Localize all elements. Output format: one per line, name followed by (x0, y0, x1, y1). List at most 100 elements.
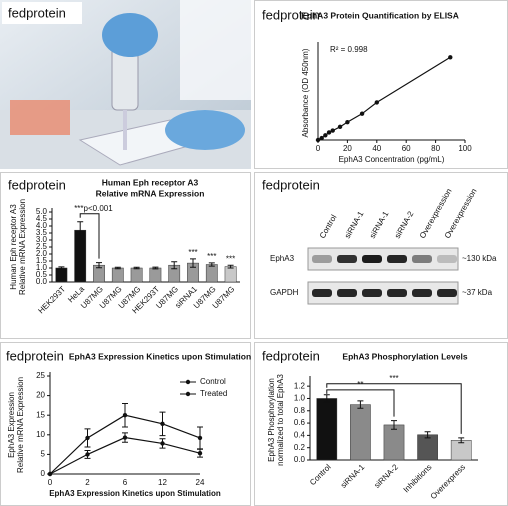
legend-marker (185, 379, 191, 385)
y-tick-label: 15 (36, 410, 45, 419)
marker (315, 137, 321, 143)
error-bar (458, 437, 465, 444)
y-tick-label: 2.0 (36, 249, 48, 258)
y-tick-label: 3.0 (36, 235, 48, 244)
error-bar (77, 221, 84, 240)
y-tick-label: 5.0 (36, 207, 48, 216)
y-tick-label: 3.5 (36, 228, 48, 237)
error-bar (96, 262, 102, 269)
y-tick-label: 0.0 (294, 455, 306, 464)
brand: fedprotein (262, 7, 320, 22)
marker (330, 128, 335, 133)
row-label: GAPDH (270, 288, 299, 297)
band (437, 255, 457, 263)
y-tick-label: 0.0 (36, 277, 48, 286)
error-bar (357, 400, 364, 409)
x-tick-label: 24 (196, 478, 205, 487)
y-tick-label: 1.0 (294, 394, 306, 403)
x-axis-label: EphA3 Concentration (pg/mL) (339, 155, 445, 164)
chart-title: EphA3 Protein Quantification by ELISA (301, 10, 459, 20)
chart-title: Relative mRNA Expression (96, 188, 205, 198)
y-axis-label: normalized to total EphA3 (276, 374, 285, 466)
error-bar (197, 426, 203, 450)
row-label: EphA3 (270, 254, 295, 263)
bar (383, 424, 405, 461)
error-bar (152, 266, 159, 270)
band (387, 255, 407, 263)
error-bar (171, 261, 178, 270)
error-bar (133, 266, 140, 270)
x-tick-label: 20 (343, 144, 352, 153)
error-bar (424, 431, 431, 439)
glove (102, 13, 158, 57)
annotation: *** (188, 248, 197, 257)
brand: fedprotein (262, 348, 320, 363)
marker (319, 135, 324, 141)
y-tick-label: 4.0 (36, 221, 48, 230)
x-tick-label: 12 (158, 478, 167, 487)
error-bar (84, 449, 91, 459)
marker (337, 124, 343, 130)
x-tick-label: 0 (48, 478, 53, 487)
y-tick-label: 0 (41, 469, 46, 478)
error-bar (58, 266, 65, 270)
band (337, 255, 357, 263)
legend-marker (185, 391, 191, 397)
error-bar (159, 438, 166, 449)
brand: fedprotein (8, 177, 66, 192)
brand: fedprotein (6, 348, 64, 363)
error-bar (323, 394, 330, 403)
marker (345, 119, 350, 125)
chart-title: Human Eph receptor A3 (102, 177, 199, 187)
y-tick-label: 0.4 (294, 430, 306, 439)
y-tick-label: 1.5 (36, 256, 48, 265)
band (362, 255, 382, 263)
bar (149, 267, 162, 283)
marker (326, 130, 332, 135)
y-tick-label: 25 (36, 371, 45, 380)
legend-label: Treated (200, 389, 227, 398)
y-tick-label: 0.8 (294, 406, 306, 415)
glove (165, 110, 245, 150)
bar (130, 267, 143, 283)
y-tick-label: 2.5 (36, 242, 48, 251)
y-tick-label: 0.5 (36, 270, 48, 279)
panel-border (0, 172, 251, 339)
x-tick-label: 2 (85, 478, 90, 487)
y-axis-label: Absorbance (OD 450nm) (301, 48, 310, 137)
x-tick-label: 40 (372, 144, 381, 153)
band (312, 255, 332, 263)
annotation: *** (389, 374, 398, 383)
legend-label: Control (200, 377, 226, 386)
band (412, 289, 432, 297)
y-tick-label: 20 (36, 391, 45, 400)
chart-title: EphA3 Phosphorylation Levels (342, 351, 467, 361)
error-bar (84, 428, 91, 448)
y-axis-label: Relative mRNA Expression (16, 377, 25, 473)
brand: fedprotein (262, 177, 320, 192)
error-bar (122, 402, 128, 428)
error-bar (159, 411, 166, 437)
y-axis-label: Human Eph receptor A3 (9, 204, 18, 290)
blot-strip (307, 247, 459, 271)
x-tick-label: 100 (458, 144, 472, 153)
y-tick-label: 4.5 (36, 214, 48, 223)
marker (448, 55, 453, 60)
bar (55, 267, 68, 283)
band (387, 289, 407, 297)
error-bar (190, 258, 196, 268)
annotation: ** (357, 380, 363, 389)
band (312, 289, 332, 297)
error-bar (391, 420, 397, 430)
band (437, 289, 457, 297)
tube-rack (10, 100, 70, 135)
error-bar (122, 432, 128, 443)
annotation: *** (226, 254, 235, 263)
bracket (326, 383, 462, 434)
line (317, 56, 451, 141)
chart-title: EphA3 Expression Kinetics upon Stimulati… (69, 351, 251, 361)
bar (316, 398, 338, 461)
y-axis-label: EphA3 Expression (7, 392, 16, 458)
bracket (326, 389, 395, 417)
